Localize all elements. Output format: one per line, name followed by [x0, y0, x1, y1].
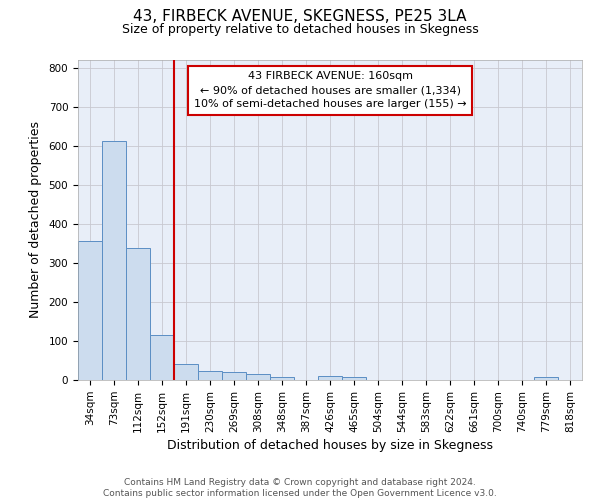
Bar	[534, 377, 558, 380]
Bar	[150, 335, 174, 380]
Y-axis label: Number of detached properties: Number of detached properties	[29, 122, 42, 318]
Bar	[342, 377, 366, 380]
Bar	[78, 240, 102, 380]
Text: 43 FIRBECK AVENUE: 160sqm
← 90% of detached houses are smaller (1,334)
10% of se: 43 FIRBECK AVENUE: 160sqm ← 90% of detac…	[194, 71, 466, 109]
Bar	[174, 364, 198, 380]
Bar	[198, 372, 222, 380]
Text: 43, FIRBECK AVENUE, SKEGNESS, PE25 3LA: 43, FIRBECK AVENUE, SKEGNESS, PE25 3LA	[133, 9, 467, 24]
Bar	[126, 248, 150, 380]
Bar	[222, 372, 246, 380]
Bar	[270, 377, 294, 380]
Bar	[102, 141, 126, 380]
X-axis label: Distribution of detached houses by size in Skegness: Distribution of detached houses by size …	[167, 439, 493, 452]
Text: Contains HM Land Registry data © Crown copyright and database right 2024.
Contai: Contains HM Land Registry data © Crown c…	[103, 478, 497, 498]
Bar	[318, 376, 342, 380]
Bar	[246, 374, 270, 380]
Text: Size of property relative to detached houses in Skegness: Size of property relative to detached ho…	[122, 22, 478, 36]
